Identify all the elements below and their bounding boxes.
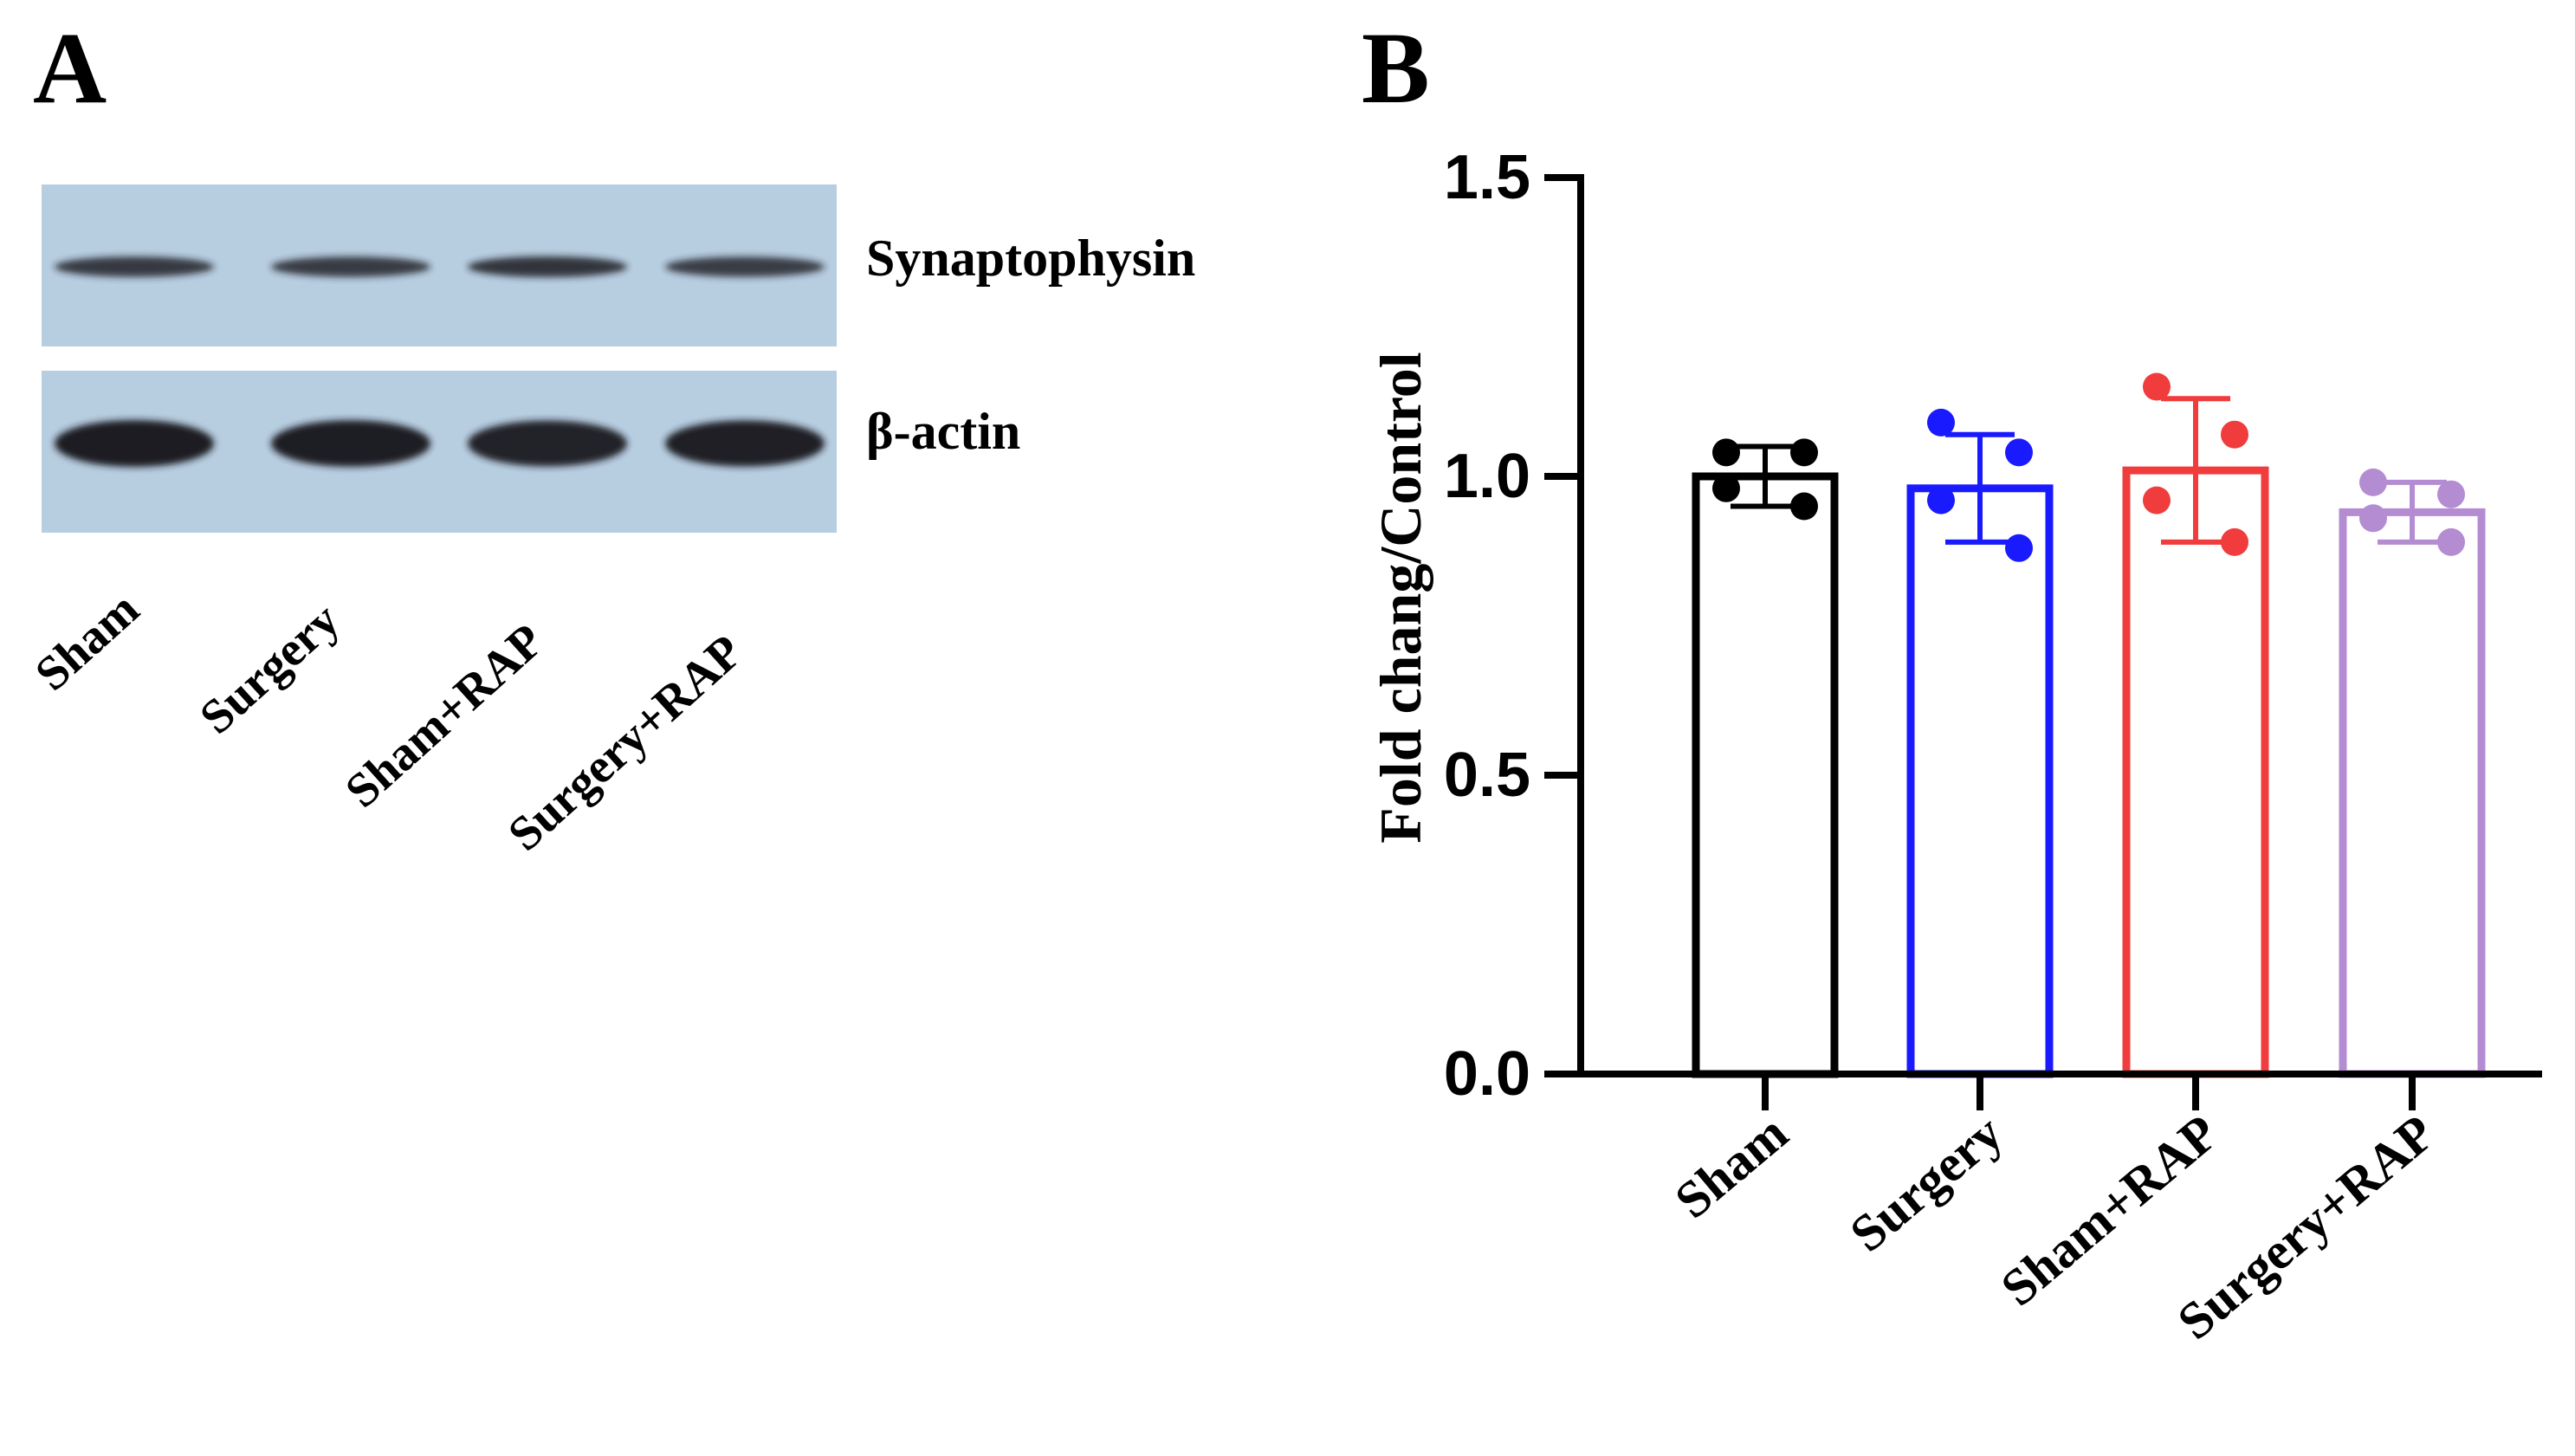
point-sham-rap-1: [2143, 372, 2171, 401]
chart-error-bars: [1731, 396, 2447, 545]
point-sham-rap-2: [2221, 420, 2248, 449]
bar-surgery-rap: [2339, 508, 2486, 1078]
band-synaptophysin-surgery: [271, 256, 430, 277]
band-actin-surgery-rap: [665, 420, 825, 467]
band-row-synaptophysin: [55, 256, 825, 278]
bar-sham: [1692, 472, 1839, 1078]
lane-label-sham: Sham: [25, 582, 149, 702]
band-actin-surgery: [271, 420, 430, 467]
point-surgery-rap-4: [2437, 527, 2465, 556]
lane-label-sham-rap: Sham+RAP: [335, 614, 553, 819]
panel-b-letter: B: [1362, 11, 1430, 125]
point-sham-3: [1712, 474, 1740, 502]
lane-label-surgery: Surgery: [190, 593, 350, 745]
error-bar-surgery-rap: [2378, 479, 2447, 545]
bar-sham-rap: [2122, 466, 2269, 1078]
point-sham-rap-4: [2221, 527, 2248, 556]
band-actin-sham-rap: [468, 420, 627, 467]
error-bar-sham-rap: [2161, 396, 2230, 545]
x-label-sham: Sham: [1665, 1103, 1799, 1229]
panel-a-letter: A: [33, 11, 107, 125]
band-synaptophysin-sham: [55, 256, 214, 277]
point-surgery-3: [1927, 486, 1955, 514]
band-synaptophysin-sham-rap: [468, 256, 627, 278]
point-surgery-rap-3: [2359, 504, 2387, 533]
band-synaptophysin-surgery-rap: [665, 256, 825, 277]
point-surgery-4: [2005, 534, 2033, 562]
point-surgery-2: [2005, 438, 2033, 467]
bar-surgery: [1906, 484, 2054, 1078]
point-surgery-1: [1927, 408, 1955, 437]
panel-a: A Synaptophysin β-actin Sham Surgery Sha…: [25, 11, 1195, 862]
y-axis-label: Fold chang/Control: [1368, 352, 1433, 843]
y-tick-label-1-5: 1.5: [1444, 143, 1530, 212]
y-tick-label-0-0: 0.0: [1444, 1039, 1530, 1109]
y-axis-ticks: 0.0 0.5 1.0 1.5: [1444, 143, 1581, 1109]
y-tick-label-0-5: 0.5: [1444, 741, 1530, 810]
chart-axes: [1577, 174, 2542, 1110]
point-sham-1: [1712, 438, 1740, 467]
error-bar-sham: [1731, 443, 1800, 509]
band-actin-sham: [55, 420, 214, 467]
point-surgery-rap-1: [2359, 468, 2387, 496]
band-label-synaptophysin: Synaptophysin: [866, 230, 1195, 287]
band-row-beta-actin: [55, 420, 825, 467]
point-sham-2: [1790, 438, 1818, 467]
band-label-beta-actin: β-actin: [866, 403, 1020, 460]
chart-bars: [1692, 466, 2486, 1078]
point-surgery-rap-2: [2437, 480, 2465, 508]
y-tick-label-1-0: 1.0: [1444, 442, 1530, 511]
point-sham-rap-3: [2143, 486, 2171, 514]
point-sham-4: [1790, 492, 1818, 521]
panel-b: B Fold chang/Control 0.0 0.5 1.0 1.5 Sham Su…: [1362, 11, 2542, 1350]
chart-points: [1712, 372, 2465, 562]
error-bar-surgery: [1945, 431, 2015, 545]
x-label-surgery: Surgery: [1840, 1103, 2014, 1262]
